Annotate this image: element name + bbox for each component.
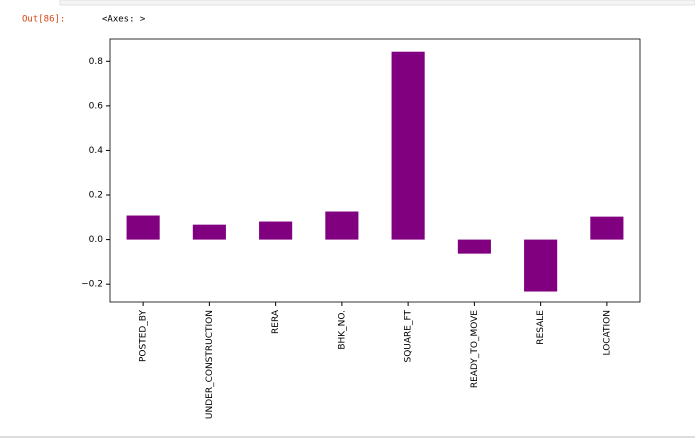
y-tick-label: −0.2 [81, 280, 103, 290]
bar [259, 221, 293, 240]
plot-frame [109, 38, 641, 303]
bar [391, 51, 425, 240]
x-tick-label: SQUARE_FT [404, 310, 414, 363]
bar [126, 215, 160, 240]
out-prompt: Out[86]: [22, 15, 65, 25]
bar [325, 211, 359, 240]
x-tick-label: READY_TO_MOVE [470, 310, 480, 388]
bar [590, 216, 624, 240]
code-cell [59, 0, 695, 6]
y-tick-label: 0.2 [89, 191, 103, 201]
x-tick-label: LOCATION [602, 310, 612, 356]
output-text: <Axes: > [102, 15, 146, 25]
x-tick-label: POSTED_BY [139, 310, 149, 363]
y-tick-label: 0.8 [89, 57, 104, 67]
bar [192, 224, 226, 240]
y-tick-label: 0.0 [89, 235, 104, 245]
x-tick-label: RERA [271, 309, 281, 334]
y-tick-label: 0.6 [89, 101, 104, 111]
bar [524, 239, 558, 292]
x-tick-label: BHK_NO. [337, 310, 347, 350]
x-tick-label: UNDER_CONSTRUCTION [205, 310, 215, 419]
bar [457, 239, 491, 254]
x-tick-label: RESALE [536, 310, 546, 345]
y-tick-label: 0.4 [89, 146, 104, 156]
